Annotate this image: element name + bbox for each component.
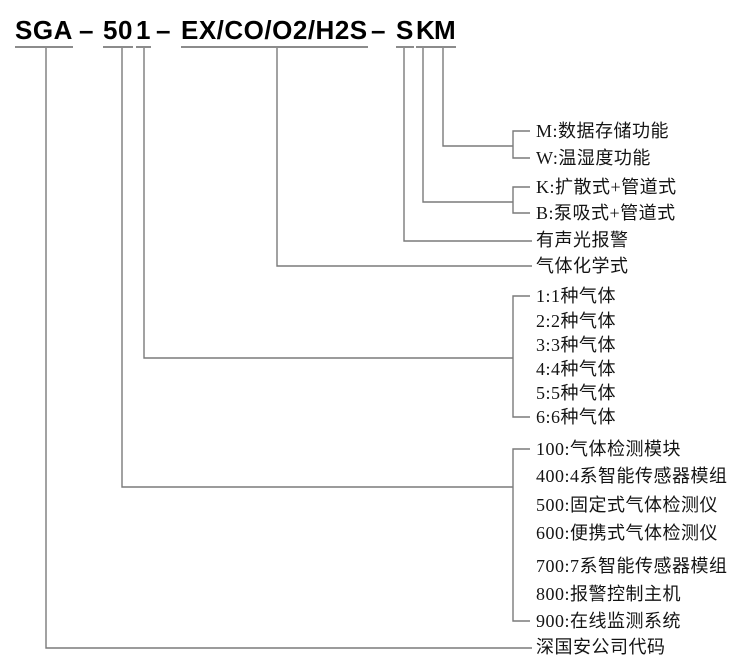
stem-gas-list-line xyxy=(276,48,532,267)
label-b-type: B:泵吸式+管道式 xyxy=(536,203,676,223)
stem-suffix-k-line xyxy=(422,48,513,203)
bracket-kb xyxy=(512,186,530,214)
label-gas-count-3: 3:3种气体 xyxy=(536,335,617,355)
stem-series-1-line xyxy=(143,48,513,359)
label-series-600: 600:便携式气体检测仪 xyxy=(536,523,719,543)
stem-suffix-m-line xyxy=(442,48,513,147)
label-gas-count-1: 1:1种气体 xyxy=(536,286,617,306)
model-company-code: SGA xyxy=(15,16,73,48)
stem-suffix-s-line xyxy=(403,48,532,242)
label-series-400: 400:4系智能传感器模组 xyxy=(536,466,728,486)
label-gas-count-4: 4:4种气体 xyxy=(536,359,617,379)
model-suffix-m: M xyxy=(434,16,457,48)
bracket-gas-counts xyxy=(512,295,530,418)
model-suffix-k: K xyxy=(416,16,436,48)
bracket-series-types xyxy=(512,448,530,622)
stem-company-code-line xyxy=(45,48,532,649)
separator-dash: – xyxy=(156,15,171,45)
label-gas-count-2: 2:2种气体 xyxy=(536,311,617,331)
label-gas-count-5: 5:5种气体 xyxy=(536,383,617,403)
label-company-code: 深国安公司代码 xyxy=(536,637,666,657)
label-m-function: M:数据存储功能 xyxy=(536,121,670,141)
label-series-900: 900:在线监测系统 xyxy=(536,611,682,631)
model-series-part-50: 50 xyxy=(103,16,133,48)
label-series-800: 800:报警控制主机 xyxy=(536,584,682,604)
separator-dash: – xyxy=(79,15,94,45)
label-gas-formula: 气体化学式 xyxy=(536,256,629,276)
bracket-mw xyxy=(512,130,530,159)
label-series-500: 500:固定式气体检测仪 xyxy=(536,495,719,515)
label-w-function: W:温湿度功能 xyxy=(536,148,651,168)
label-k-type: K:扩散式+管道式 xyxy=(536,177,677,197)
model-suffix-s: S xyxy=(396,16,414,48)
label-series-700: 700:7系智能传感器模组 xyxy=(536,556,728,576)
label-sound-light-alarm: 有声光报警 xyxy=(536,230,629,250)
model-gas-list: EX/CO/O2/H2S xyxy=(181,16,368,48)
separator-dash: – xyxy=(371,15,386,45)
stem-series-50-line xyxy=(121,48,513,488)
label-series-100: 100:气体检测模块 xyxy=(536,439,682,459)
model-series-part-1: 1 xyxy=(136,16,151,48)
label-gas-count-6: 6:6种气体 xyxy=(536,407,617,427)
